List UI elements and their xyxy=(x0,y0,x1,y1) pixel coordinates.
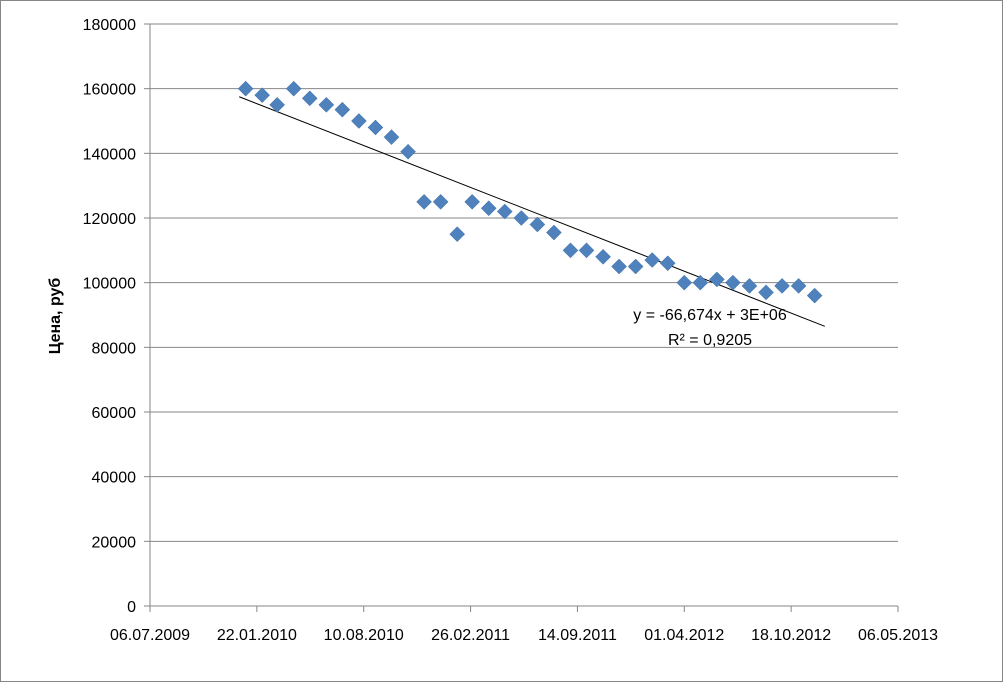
y-axis-title: Цена, руб xyxy=(47,278,64,355)
data-point xyxy=(351,113,367,129)
x-tick-labels: 06.07.2009 22.01.2010 10.08.2010 26.02.2011… xyxy=(110,606,938,644)
data-point xyxy=(334,101,351,118)
data-point xyxy=(806,287,823,304)
y-tick-label: 20000 xyxy=(92,534,137,551)
data-point xyxy=(611,258,627,275)
data-point xyxy=(659,255,676,272)
data-point xyxy=(449,226,466,243)
data-point xyxy=(546,224,562,241)
x-tick-label: 18.10.2012 xyxy=(751,627,831,644)
x-tick-label: 10.08.2010 xyxy=(324,627,404,644)
data-point xyxy=(595,248,611,265)
data-point xyxy=(644,252,661,268)
data-point xyxy=(367,119,384,136)
y-tick-label: 120000 xyxy=(83,211,136,228)
data-point xyxy=(513,210,530,226)
y-tick-label: 160000 xyxy=(83,82,136,99)
x-tick-label: 26.02.2011 xyxy=(431,627,510,644)
x-tick-label: 06.07.2009 xyxy=(110,627,190,644)
axes xyxy=(149,24,898,607)
y-tick-label: 180000 xyxy=(83,17,136,34)
x-tick-label: 22.01.2010 xyxy=(217,627,297,644)
data-point xyxy=(480,200,497,217)
data-point xyxy=(285,80,302,97)
trendline xyxy=(239,96,825,327)
trendline-equation: y = -66,674x + 3E+06 xyxy=(633,307,787,324)
data-point xyxy=(432,193,449,210)
y-tick-label: 140000 xyxy=(83,146,136,163)
data-point xyxy=(237,80,254,97)
y-tick-label: 80000 xyxy=(92,340,137,357)
data-point xyxy=(416,193,432,210)
data-point xyxy=(383,129,400,146)
data-points xyxy=(237,80,823,304)
data-point xyxy=(790,278,807,294)
y-tick-label: 100000 xyxy=(83,276,136,293)
data-point xyxy=(254,87,271,103)
data-point xyxy=(301,90,318,107)
data-point xyxy=(774,278,790,294)
x-tick-label: 01.04.2012 xyxy=(644,627,724,644)
data-point xyxy=(692,274,709,291)
data-point xyxy=(578,242,595,259)
y-tick-label: 0 xyxy=(127,599,136,616)
y-tick-label: 40000 xyxy=(92,470,137,487)
y-tick-label: 60000 xyxy=(92,405,137,422)
data-point xyxy=(318,96,335,113)
y-tick-labels: 0 20000 40000 60000 80000 100000 120000 140000 1… xyxy=(83,17,150,616)
data-point xyxy=(496,203,513,220)
data-point xyxy=(627,258,644,275)
data-point xyxy=(464,193,481,210)
trendline-r-squared: R² = 0,9205 xyxy=(668,332,752,349)
x-tick-label: 06.05.2013 xyxy=(858,627,938,644)
data-point xyxy=(529,216,546,233)
data-point xyxy=(269,96,286,113)
data-point xyxy=(758,284,774,301)
data-point xyxy=(676,274,693,291)
trendline-group xyxy=(239,96,825,327)
data-point xyxy=(562,242,579,259)
data-point xyxy=(400,143,416,160)
data-point xyxy=(741,278,758,294)
x-tick-label: 14.09.2011 xyxy=(538,627,617,644)
data-point xyxy=(709,271,725,288)
data-point xyxy=(725,274,741,291)
